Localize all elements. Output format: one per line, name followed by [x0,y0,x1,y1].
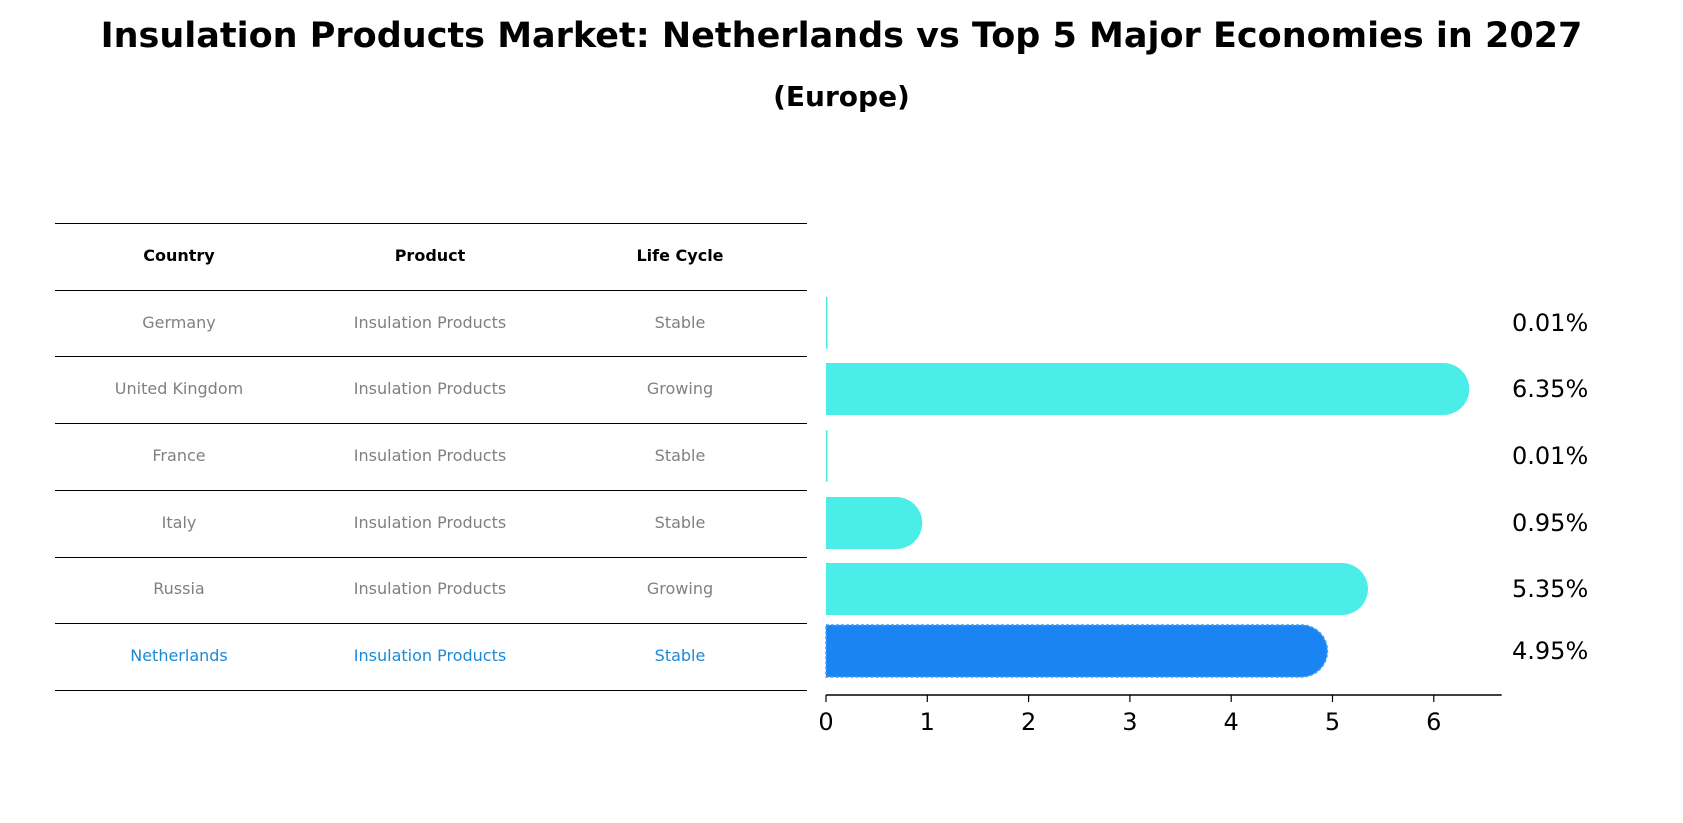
table-cell-product: Insulation Products [353,313,507,332]
x-tick-label: 1 [920,708,935,736]
table-rule [55,223,807,224]
column-header-country: Country [143,246,215,265]
table-rule [55,290,807,291]
table-cell-country: United Kingdom [114,379,244,398]
table-rule [55,490,807,491]
x-tick-label: 6 [1426,708,1441,736]
x-tick-label: 3 [1122,708,1137,736]
bar-italy [826,497,923,549]
table-rule [55,356,807,357]
bar-france [826,430,828,482]
chart-title: Insulation Products Market: Netherlands … [100,16,1583,56]
table-cell-life-cycle: Growing [646,379,714,398]
table-rule [55,423,807,424]
x-tick-label: 0 [818,708,833,736]
table-cell-life-cycle: Stable [654,313,706,332]
table-cell-country: Russia [153,579,205,598]
table-cell-product: Insulation Products [353,579,507,598]
value-label: 0.01% [1512,442,1588,470]
value-label: 6.35% [1512,375,1588,403]
table-cell-product: Insulation Products [353,446,507,465]
table-cell-country-highlight: Netherlands [130,646,228,665]
table-cell-product: Insulation Products [353,513,507,532]
table-cell-country: Germany [142,313,216,332]
column-header-product: Product [394,246,466,265]
table-rule [55,623,807,624]
value-label: 5.35% [1512,575,1588,603]
table-rule [55,690,807,691]
x-tick-label: 5 [1325,708,1340,736]
bar-russia [826,563,1368,615]
table-cell-life-cycle: Stable [654,446,706,465]
table-rule [55,557,807,558]
value-label: 4.95% [1512,637,1588,665]
table-cell-country: Italy [161,513,197,532]
value-label: 0.01% [1512,309,1588,337]
bar-united-kingdom [826,363,1470,415]
bar-germany [826,297,828,349]
x-tick-label: 4 [1224,708,1239,736]
x-tick-label: 2 [1021,708,1036,736]
value-label: 0.95% [1512,509,1588,537]
table-cell-life-cycle-highlight: Stable [654,646,706,665]
table-cell-product: Insulation Products [353,379,507,398]
table-cell-life-cycle: Growing [646,579,714,598]
chart-subtitle: (Europe) [773,80,910,113]
column-header-life-cycle: Life Cycle [636,246,724,265]
table-cell-life-cycle: Stable [654,513,706,532]
table-cell-product-highlight: Insulation Products [353,646,507,665]
bar-netherlands [825,624,1329,678]
table-cell-country: France [152,446,206,465]
